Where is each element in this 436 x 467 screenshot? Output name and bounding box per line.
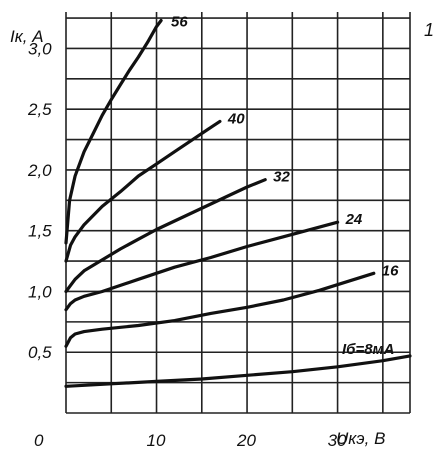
curve-label: Iб=8мA xyxy=(342,341,395,358)
curve-label: 16 xyxy=(382,262,399,279)
x-tick-label: 10 xyxy=(147,431,166,450)
x-tick-label: 30 xyxy=(328,431,347,450)
curve-line xyxy=(64,220,340,312)
curve-line xyxy=(64,119,222,263)
y-tick-label: 2,0 xyxy=(27,161,52,180)
curve-label: 56 xyxy=(171,14,188,31)
curve-label: 24 xyxy=(345,211,363,228)
curve-labels: 56 40 32 24 16 Iб=8мA xyxy=(171,14,399,359)
curve-line xyxy=(64,271,376,348)
corner-label: 1 xyxy=(424,20,434,40)
curve-label: 40 xyxy=(227,110,245,127)
curve-label: 32 xyxy=(273,169,290,186)
y-tick-label: 0,5 xyxy=(28,343,52,362)
curve-line xyxy=(64,178,267,294)
y-tick-label: 2,5 xyxy=(27,100,52,119)
x-axis-title: Uкэ, B xyxy=(336,429,385,448)
tick-labels: 0 10 20 30 0,5 1,0 1,5 2,0 2,5 3,0 xyxy=(27,39,347,450)
x-tick-label: 20 xyxy=(236,431,256,450)
y-tick-label: 3,0 xyxy=(28,39,52,58)
y-tick-label: 1,5 xyxy=(28,222,52,241)
curve-line xyxy=(64,18,163,245)
y-axis-title: Iк, A xyxy=(10,27,44,46)
curve-line xyxy=(64,354,412,388)
x-tick-label: 0 xyxy=(34,431,44,450)
y-tick-label: 1,0 xyxy=(28,282,52,301)
curves xyxy=(64,18,412,388)
